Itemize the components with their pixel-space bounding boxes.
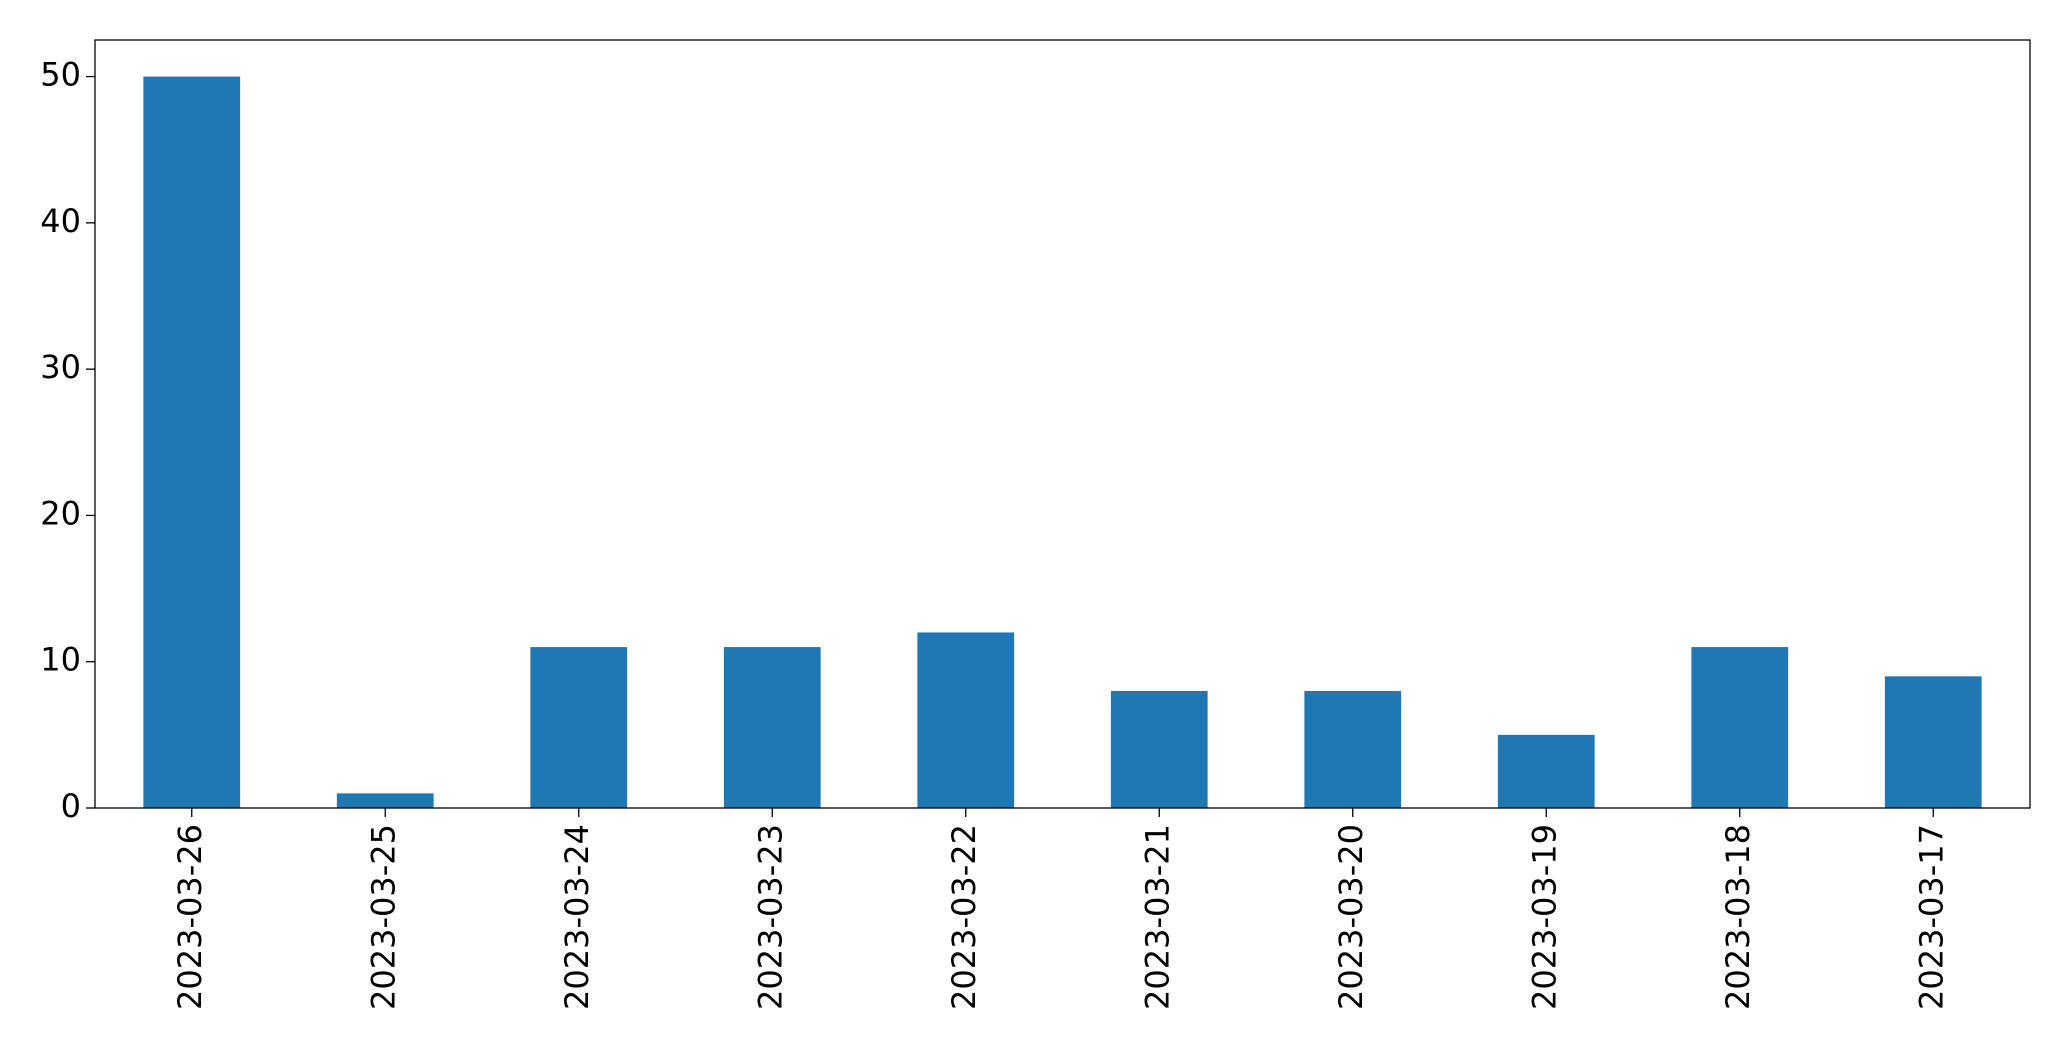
x-tick-label: 2023-03-21 [1138,824,1176,1010]
bar [723,647,821,808]
bar [1110,690,1208,808]
y-tick-label: 40 [40,202,81,240]
bar [1691,647,1789,808]
plot-frame [94,39,2031,809]
x-tick-label: 2023-03-17 [1912,824,1950,1010]
x-tick-label: 2023-03-24 [558,824,596,1010]
bar [1497,734,1595,808]
x-tick-label: 2023-03-26 [171,824,209,1010]
y-tick-label: 10 [40,641,81,679]
x-tick-label: 2023-03-25 [364,824,402,1010]
y-tick-label: 20 [40,494,81,532]
y-tick-label: 0 [61,787,81,825]
x-tick-label: 2023-03-20 [1332,824,1370,1010]
bar [143,76,241,809]
bar [1304,690,1402,808]
bar [917,632,1015,808]
x-tick-label: 2023-03-23 [751,824,789,1010]
bar [530,647,628,808]
bar [1884,676,1982,808]
y-tick-label: 50 [40,56,81,94]
bar [336,793,434,808]
x-tick-label: 2023-03-19 [1525,824,1563,1010]
x-tick-label: 2023-03-18 [1719,824,1757,1010]
y-tick-label: 30 [40,348,81,386]
x-tick-label: 2023-03-22 [945,824,983,1010]
